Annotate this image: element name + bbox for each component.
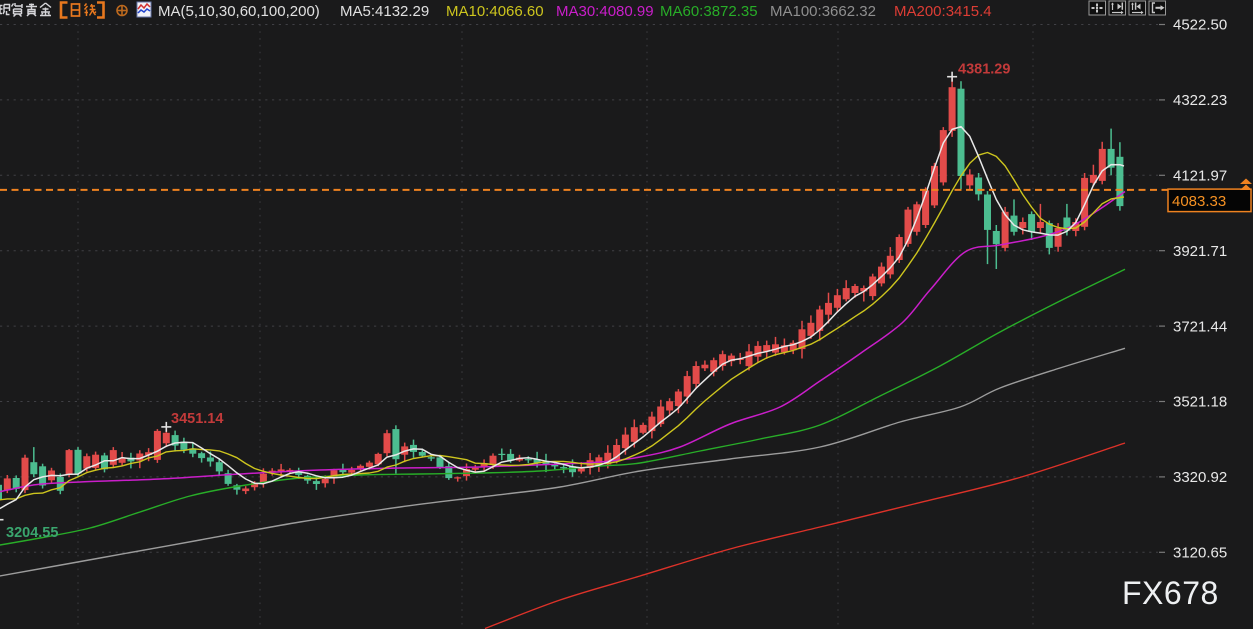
svg-text:4381.29: 4381.29 [958,62,1010,78]
svg-text:4083.33: 4083.33 [1172,193,1226,210]
svg-text:MA100:3662.32: MA100:3662.32 [770,3,876,20]
svg-text:4322.23: 4322.23 [1173,92,1227,109]
svg-text:MA30:4080.99: MA30:4080.99 [556,3,654,20]
svg-text:3921.71: 3921.71 [1173,243,1227,260]
svg-text:MA5:4132.29: MA5:4132.29 [340,3,429,20]
svg-text:MA60:3872.35: MA60:3872.35 [660,3,758,20]
svg-text:MA10:4066.60: MA10:4066.60 [446,3,544,20]
svg-text:MA(5,10,30,60,100,200): MA(5,10,30,60,100,200) [158,3,320,20]
svg-text:3721.44: 3721.44 [1173,318,1227,335]
svg-text:FX678: FX678 [1122,575,1219,611]
svg-text:3521.18: 3521.18 [1173,394,1227,411]
svg-text:4522.50: 4522.50 [1173,17,1227,34]
svg-text:4121.97: 4121.97 [1173,168,1227,185]
svg-text:3204.55: 3204.55 [6,525,58,541]
svg-text:3120.65: 3120.65 [1173,545,1227,562]
svg-text:MA200:3415.4: MA200:3415.4 [894,3,992,20]
svg-text:3451.14: 3451.14 [171,411,223,427]
svg-text:3320.92: 3320.92 [1173,469,1227,486]
